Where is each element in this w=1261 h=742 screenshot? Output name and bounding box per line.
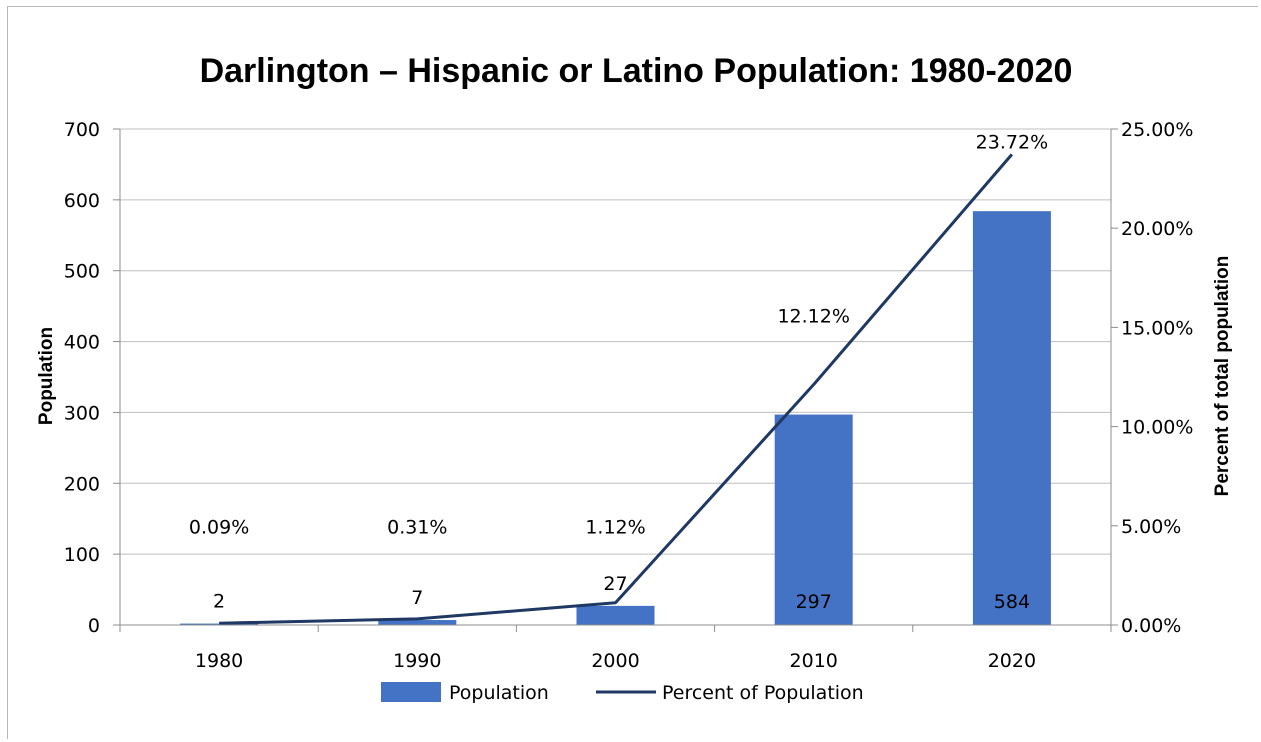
bar [972,211,1051,626]
x-tick-label: 1990 [393,650,441,672]
bar-value-label: 297 [796,591,832,613]
y-tick-label: 0 [88,615,100,637]
bar [576,605,655,625]
x-tick-label: 2020 [988,650,1036,672]
y-tick-label: 600 [64,190,100,212]
y-tick-label: 400 [64,332,100,354]
line-series [219,153,1014,625]
gridlines [120,128,1111,555]
bar-value-label: 27 [603,573,627,595]
line-value-label: 0.31% [387,517,447,539]
legend: Population Percent of Population [381,682,864,704]
y-axis-title: Population [36,327,57,425]
line-value-label: 12.12% [777,306,849,328]
line-value-label: 23.72% [976,131,1048,153]
y2-tick-label: 15.00% [1121,317,1193,339]
bar [378,620,457,625]
legend-label-percent: Percent of Population [662,682,864,704]
y2-tick-label: 20.00% [1121,218,1193,240]
y-tick-label: 500 [64,261,100,283]
x-tick-label: 2000 [591,650,639,672]
y-tick-label: 100 [64,544,100,566]
y-tick-label: 300 [64,402,100,424]
bar-value-label: 7 [411,587,423,609]
y2-tick-label: 10.00% [1121,417,1193,439]
y2-tick-label: 0.00% [1121,615,1181,637]
line-value-label: 0.09% [189,517,249,539]
legend-label-population: Population [449,682,549,704]
y2-tick-label: 25.00% [1121,119,1193,141]
bar-value-label: 2 [213,591,225,613]
chart-title: Darlington – Hispanic or Latino Populati… [200,52,1073,90]
bar-value-label: 584 [994,591,1030,613]
axes: 0 100 200 300 400 500 600 700 0.00% 5.00% 10.00% 15… [64,119,1194,672]
y-tick-label: 700 [64,119,100,141]
y-tick-label: 200 [64,473,100,495]
x-tick-label: 2010 [790,650,838,672]
bar [774,414,853,625]
y2-tick-label: 5.00% [1121,516,1181,538]
percent-line [219,153,1014,625]
y2-axis-title: Percent of total population [1212,256,1233,497]
line-value-label: 1.12% [585,517,645,539]
x-tick-label: 1980 [195,650,243,672]
legend-swatch-population [381,682,441,702]
bar-series [180,211,1051,626]
bar [180,623,259,625]
